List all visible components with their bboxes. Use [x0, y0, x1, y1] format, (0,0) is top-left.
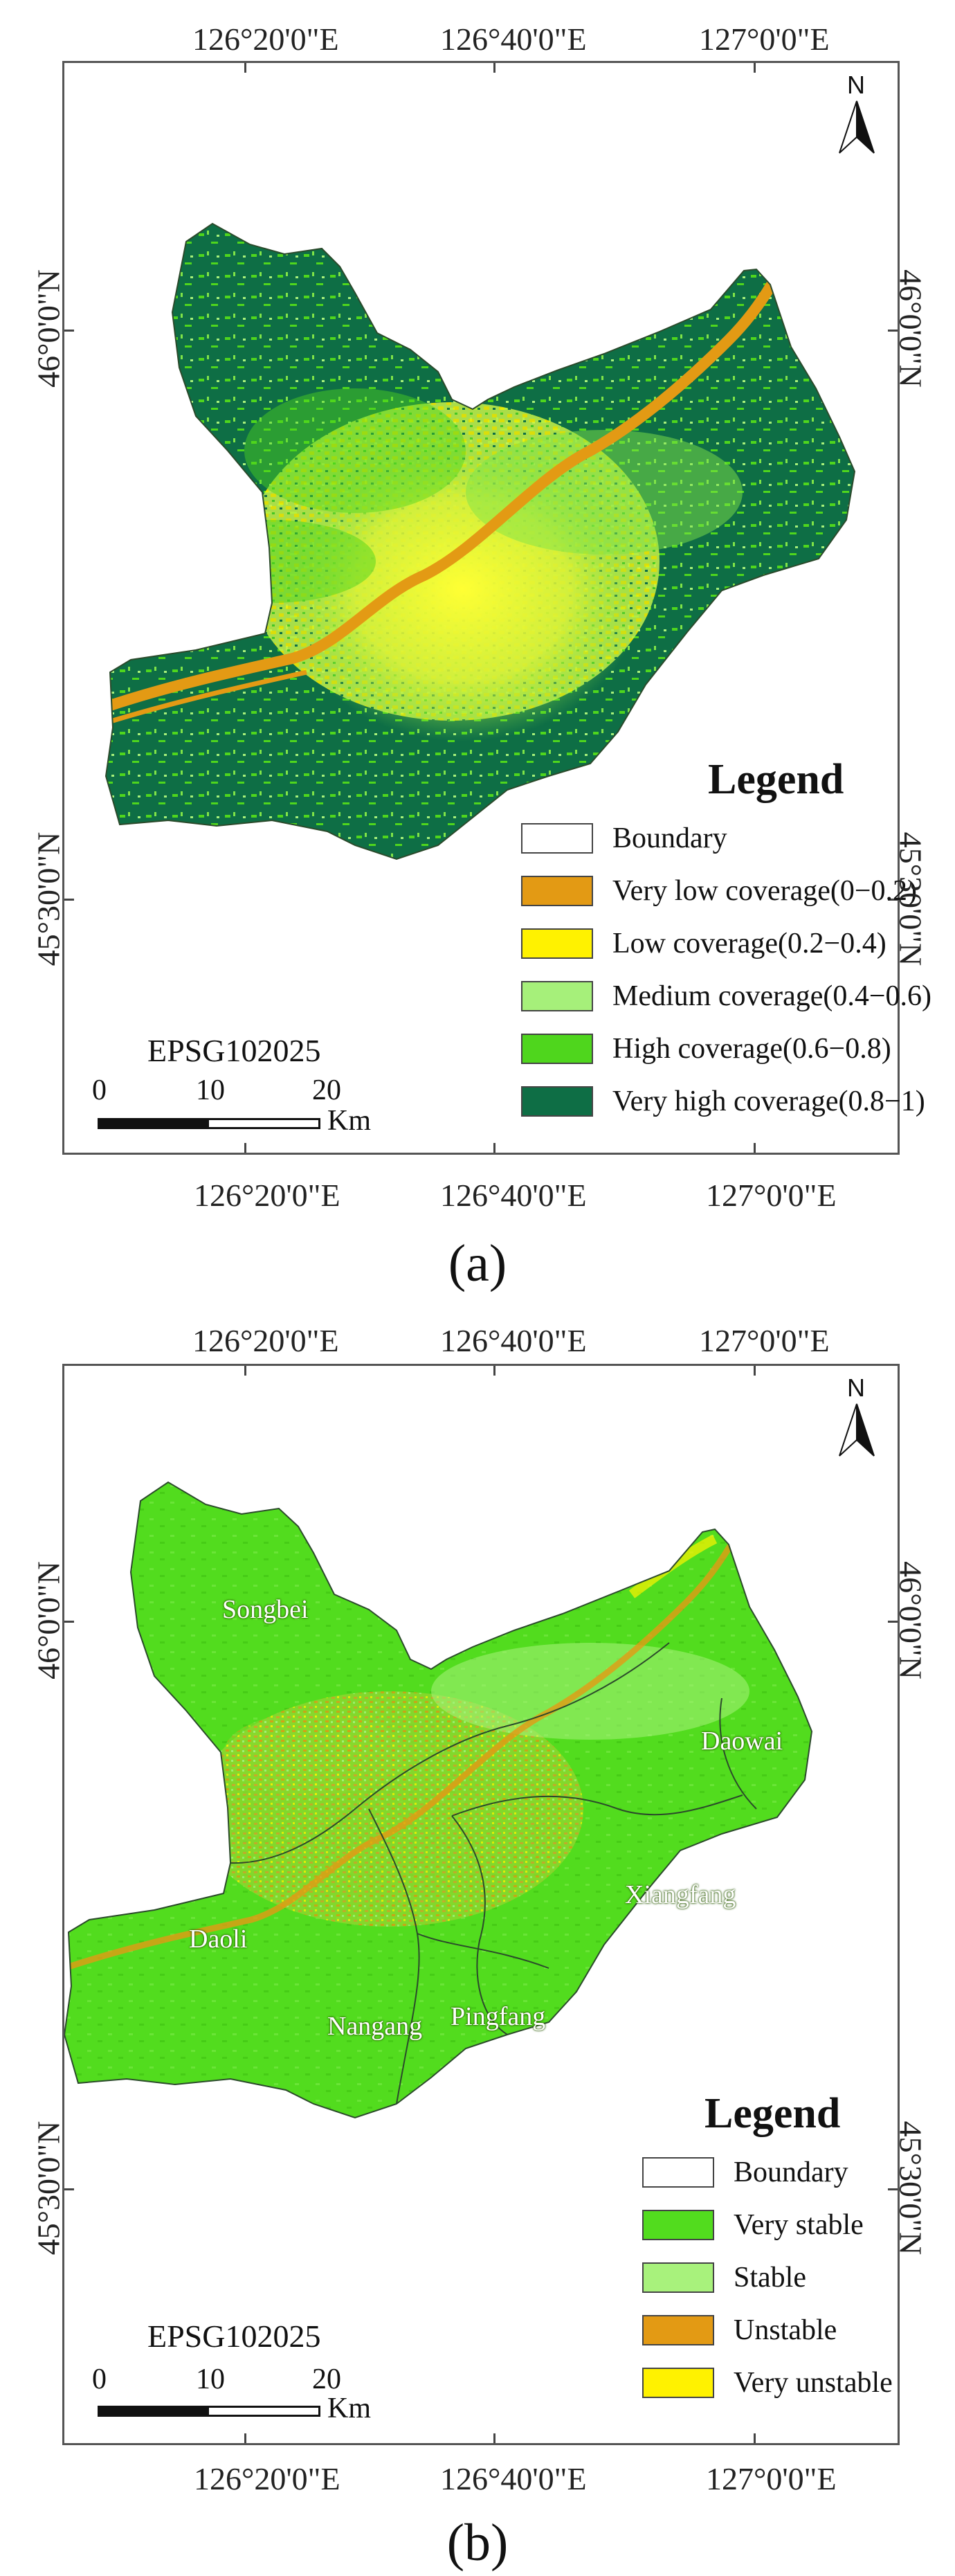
legend-label: Very stable	[734, 2209, 864, 2241]
bottom-coord-1: 126°20'0"E	[194, 2461, 340, 2496]
coverage-map	[105, 223, 855, 860]
legend-item: Boundary	[521, 822, 727, 855]
legend-swatch	[521, 1086, 593, 1117]
legend-swatch	[521, 823, 593, 854]
legend-item: Stable	[642, 2261, 806, 2294]
legend-item: Medium coverage(0.4−0.6)	[521, 980, 931, 1013]
legend-label: Boundary	[734, 2156, 848, 2188]
scale-bar-a: 0 10 20 Km	[92, 1074, 397, 1143]
legend-item: Very unstable	[642, 2366, 893, 2399]
right-coord-1: 46°0'0"N	[893, 1561, 929, 1679]
bottom-coord-3: 127°0'0"E	[706, 2461, 837, 2496]
bottom-coord-1: 126°20'0"E	[194, 1178, 340, 1213]
district-daoli: Daoli	[189, 1925, 248, 1954]
epsg-label: EPSG102025	[147, 1033, 321, 1068]
legend-swatch	[521, 1034, 593, 1064]
legend-label: Boundary	[612, 822, 727, 854]
legend-label: High coverage(0.6−0.8)	[612, 1033, 891, 1065]
right-coord-1: 46°0'0"N	[893, 269, 929, 388]
legend-item: Boundary	[642, 2156, 848, 2189]
legend-item: Very low coverage(0−0.2)	[521, 874, 917, 908]
left-coord-2: 45°30'0"N	[30, 2120, 66, 2255]
scale-bar-b: 0 10 20 Km	[92, 2363, 397, 2432]
north-arrow-a: N	[826, 71, 888, 163]
legend-label: Very high coverage(0.8−1)	[612, 1086, 925, 1117]
top-coord-2: 126°40'0"E	[440, 1323, 587, 1358]
legend-label: Medium coverage(0.4−0.6)	[612, 980, 932, 1012]
legend-label: Low coverage(0.2−0.4)	[612, 928, 886, 960]
map-frame-a: N Legend Boundary Very low coverage(0−0.2…	[62, 61, 931, 1155]
district-pingfang: Pingfang	[451, 2002, 546, 2031]
legend-label: Very low coverage(0−0.2)	[612, 875, 918, 907]
top-coord-3: 127°0'0"E	[699, 1323, 830, 1358]
right-coord-2: 45°30'0"N	[893, 831, 929, 966]
panel-a: 126°20'0"E 126°40'0"E 127°0'0"E	[30, 21, 932, 1292]
legend-swatch	[642, 2315, 714, 2345]
north-label: N	[847, 71, 865, 99]
legend-title: Legend	[708, 756, 844, 803]
scale-label-10: 10	[196, 1074, 225, 1106]
scale-unit: Km	[327, 2393, 371, 2424]
scale-label-20: 20	[312, 1074, 341, 1106]
legend-swatch	[521, 928, 593, 959]
top-coord-2: 126°40'0"E	[440, 21, 587, 57]
legend-item: Very high coverage(0.8−1)	[521, 1085, 925, 1118]
scale-unit: Km	[327, 1105, 371, 1137]
legend-swatch	[642, 2262, 714, 2293]
bottom-coord-2: 126°40'0"E	[440, 2461, 587, 2496]
legend-swatch	[521, 981, 593, 1011]
caption-a: (a)	[448, 1234, 507, 1292]
left-coord-2: 45°30'0"N	[30, 831, 66, 966]
right-coord-2: 45°30'0"N	[893, 2120, 929, 2255]
panel-b: 126°20'0"E 126°40'0"E 127°0'0"E	[0, 1308, 955, 2576]
bottom-coord-3: 127°0'0"E	[706, 1178, 837, 1213]
stability-map	[64, 1481, 812, 2118]
scale-label-10: 10	[196, 2363, 225, 2395]
legend-b: Legend Boundary Very stable Stable Unstable…	[642, 2089, 898, 2435]
top-coord-1: 126°20'0"E	[192, 1323, 339, 1358]
map-frame-b: Songbei Daowai Xiangfang Daoli Nangang P…	[62, 1364, 900, 2445]
scale-label-0: 0	[92, 1074, 107, 1106]
bottom-coord-2: 126°40'0"E	[440, 1178, 587, 1213]
legend-item: Unstable	[642, 2314, 837, 2347]
legend-item: Very stable	[642, 2208, 864, 2242]
top-coord-1: 126°20'0"E	[192, 21, 339, 57]
legend-swatch	[642, 2157, 714, 2188]
district-nangang: Nangang	[327, 2012, 423, 2041]
legend-item: Low coverage(0.2−0.4)	[521, 927, 886, 960]
district-songbei: Songbei	[222, 1595, 309, 1624]
district-daowai: Daowai	[701, 1727, 783, 1756]
legend-label: Stable	[734, 2262, 806, 2294]
caption-b: (b)	[446, 2514, 509, 2572]
top-coord-3: 127°0'0"E	[699, 21, 830, 57]
legend-a: Legend Boundary Very low coverage(0−0.2) L…	[521, 755, 931, 1143]
north-arrow-b: N	[826, 1373, 888, 1466]
scale-label-0: 0	[92, 2363, 107, 2395]
legend-swatch	[642, 2368, 714, 2398]
scale-label-20: 20	[312, 2363, 341, 2395]
legend-label: Unstable	[734, 2314, 837, 2346]
north-label: N	[847, 1373, 865, 1402]
legend-swatch	[642, 2210, 714, 2240]
district-xiangfang: Xiangfang	[625, 1880, 736, 1909]
epsg-label: EPSG102025	[147, 2318, 321, 2354]
left-coord-1: 46°0'0"N	[30, 1561, 66, 1679]
legend-swatch	[521, 876, 593, 906]
left-coord-1: 46°0'0"N	[30, 269, 66, 388]
legend-label: Very unstable	[734, 2367, 893, 2399]
legend-title: Legend	[704, 2090, 841, 2137]
legend-item: High coverage(0.6−0.8)	[521, 1032, 891, 1065]
